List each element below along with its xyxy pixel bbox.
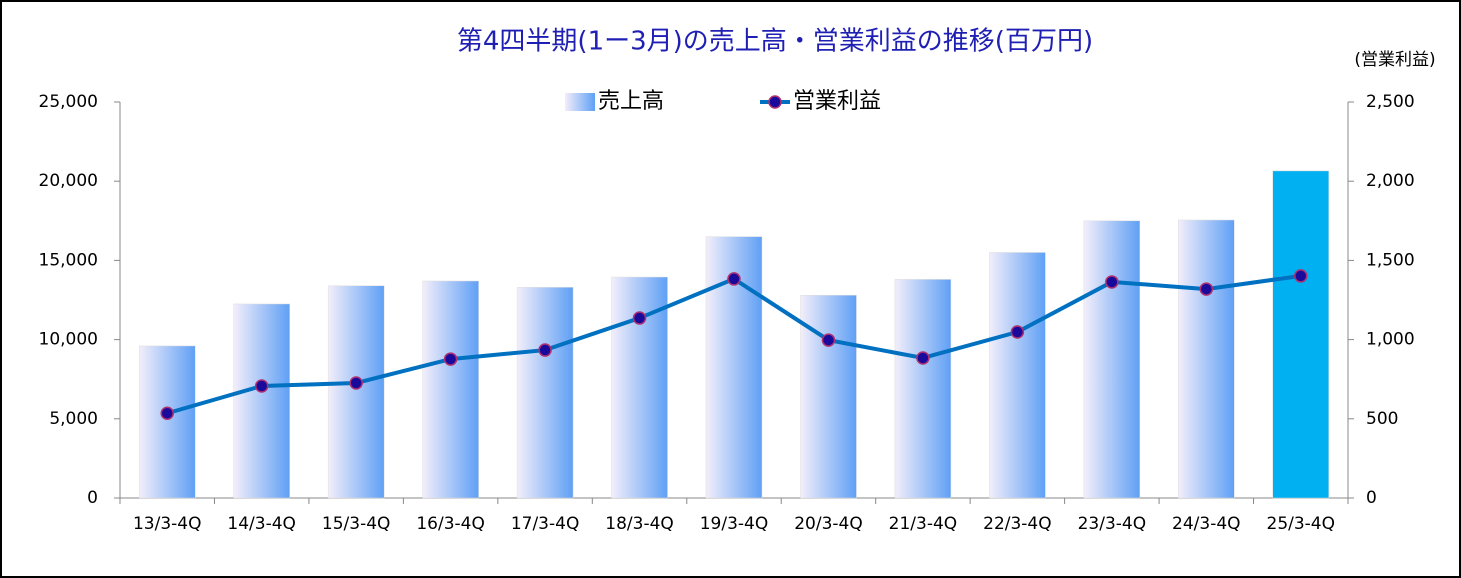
x-tick-label: 21/3-4Q [889,514,958,534]
y2-tick-label: 0 [1366,488,1377,508]
marker [727,272,741,286]
y2-axis-label: (営業利益) [1354,50,1435,70]
marker [821,333,836,347]
y-tick-label: 10,000 [39,330,98,350]
marker [916,351,930,365]
y-tick-label: 20,000 [39,171,98,191]
y2-tick-label: 1,000 [1366,330,1415,350]
marker [1199,282,1214,296]
x-tick-label: 20/3-4Q [794,514,863,534]
x-tick-label: 13/3-4Q [133,514,202,534]
bar [233,303,290,499]
marker [1010,325,1025,339]
y-tick-label: 25,000 [39,92,98,112]
legend-label: 売上高 [598,89,664,114]
x-tick-label: 22/3-4Q [983,514,1052,534]
y2-tick-label: 500 [1366,409,1398,429]
chart-title: 第4四半期(1ー3月)の売上高・営業利益の推移(百万円) [457,27,1093,57]
x-tick-label: 19/3-4Q [700,514,769,534]
y2-tick-label: 2,000 [1366,171,1415,191]
bar [989,252,1046,499]
y-tick-label: 0 [87,488,98,508]
y-tick-label: 5,000 [49,409,98,429]
x-tick-label: 14/3-4Q [227,514,296,534]
bar [138,345,196,499]
x-tick-label: 23/3-4Q [1078,514,1147,534]
marker [443,352,458,366]
x-tick-label: 17/3-4Q [511,514,580,534]
bar [422,280,479,499]
marker [349,376,363,390]
x-tick-label: 24/3-4Q [1172,514,1241,534]
bar [1178,219,1235,499]
y2-tick-label: 1,500 [1366,250,1415,270]
bar [1083,220,1141,499]
marker [1294,269,1308,283]
legend-label: 営業利益 [793,89,881,114]
x-tick-label: 16/3-4Q [416,514,485,534]
bar [327,285,385,499]
bar [516,287,574,499]
legend-swatch [565,93,595,111]
y-tick-label: 15,000 [39,250,98,270]
bar [894,279,952,499]
marker [538,343,552,357]
bar [1272,170,1330,499]
legend-marker [768,95,782,109]
y2-tick-label: 2,500 [1366,92,1415,112]
x-tick-label: 15/3-4Q [322,514,391,534]
marker [1105,275,1119,289]
marker [254,379,269,393]
x-tick-label: 18/3-4Q [605,514,674,534]
marker [160,406,174,421]
marker [632,311,647,325]
x-tick-label: 25/3-4Q [1267,514,1336,534]
